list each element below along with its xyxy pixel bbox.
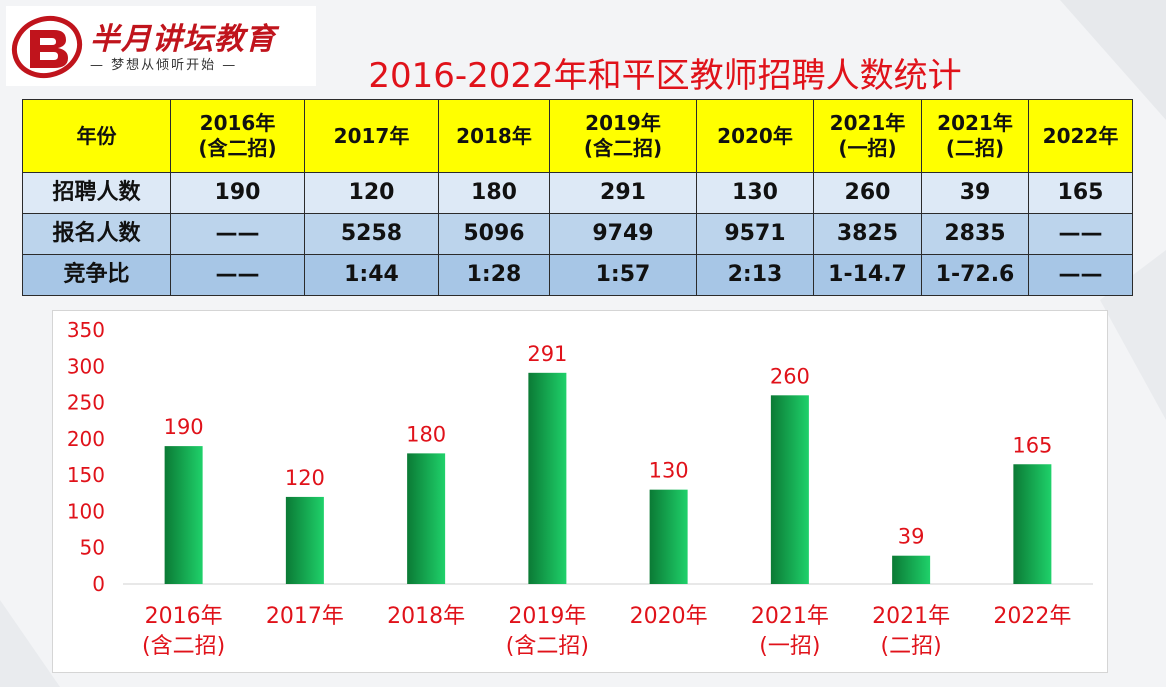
y-tick-label: 350 xyxy=(67,318,105,342)
header-cell: 2021年 (一招) xyxy=(813,99,922,173)
x-tick-label: 2022年 xyxy=(993,604,1071,629)
x-tick-label: (一招) xyxy=(759,634,820,659)
x-tick-label: 2021年 xyxy=(872,604,950,629)
header-cell: 2021年 (二招) xyxy=(921,99,1029,173)
brand-logo: 半月讲坛教育 — 梦想从倾听开始 — xyxy=(6,6,316,86)
y-tick-label: 250 xyxy=(67,391,105,415)
data-label: 260 xyxy=(770,364,810,388)
x-tick-label: 2020年 xyxy=(630,604,708,629)
table-cell: —— xyxy=(1028,213,1133,255)
bar xyxy=(892,555,931,584)
bar xyxy=(649,489,688,584)
logo-mark-icon xyxy=(11,15,83,79)
bar xyxy=(528,372,567,584)
table-cell: 1:57 xyxy=(549,254,697,296)
table-cell: 291 xyxy=(549,172,697,214)
data-label: 291 xyxy=(527,342,567,366)
table-cell: —— xyxy=(170,213,305,255)
table-row-applicants: 报名人数 —— 5258 5096 9749 9571 3825 2835 —— xyxy=(22,213,1133,255)
x-tick-label: 2018年 xyxy=(387,604,465,629)
y-tick-label: 150 xyxy=(67,463,105,487)
table-cell: 260 xyxy=(813,172,922,214)
table-cell: 3825 xyxy=(813,213,922,255)
bar xyxy=(285,496,324,584)
table-cell: 2835 xyxy=(921,213,1029,255)
header-cell: 2016年 (含二招) xyxy=(170,99,305,173)
data-label: 39 xyxy=(898,525,925,549)
x-tick-label: (二招) xyxy=(881,634,942,659)
data-label: 130 xyxy=(649,459,689,483)
data-label: 165 xyxy=(1012,433,1052,457)
table-cell: —— xyxy=(170,254,305,296)
table-cell: 9749 xyxy=(549,213,697,255)
header-cell: 2020年 xyxy=(696,99,814,173)
bar xyxy=(1013,464,1052,584)
bar xyxy=(164,446,203,584)
row-label: 招聘人数 xyxy=(22,172,171,214)
table-cell: 5096 xyxy=(438,213,550,255)
table-cell: 9571 xyxy=(696,213,814,255)
table-cell: 1-14.7 xyxy=(813,254,922,296)
page-title: 2016-2022年和平区教师招聘人数统计 xyxy=(368,56,962,96)
bar-chart: 0 50 100 150 200 250 300 350 190 2016年 (含二招) 120 201… xyxy=(52,310,1108,673)
table-cell: 130 xyxy=(696,172,814,214)
table-cell: 1:28 xyxy=(438,254,550,296)
bar xyxy=(770,395,809,584)
table-cell: 5258 xyxy=(304,213,439,255)
y-tick-label: 100 xyxy=(67,499,105,523)
x-tick-label: 2021年 xyxy=(751,604,829,629)
row-label: 竞争比 xyxy=(22,254,171,296)
x-tick-label: 2016年 xyxy=(145,604,223,629)
table-row-ratio: 竞争比 —— 1:44 1:28 1:57 2:13 1-14.7 1-72.6… xyxy=(22,254,1133,296)
table-cell: 180 xyxy=(438,172,550,214)
x-tick-label: 2019年 xyxy=(508,604,586,629)
y-tick-label: 50 xyxy=(80,536,105,560)
logo-name: 半月讲坛教育 xyxy=(90,22,276,57)
table-cell: 1-72.6 xyxy=(921,254,1029,296)
table-cell: 120 xyxy=(304,172,439,214)
header-cell: 2018年 xyxy=(438,99,550,173)
x-tick-label: (含二招) xyxy=(142,634,225,659)
bar xyxy=(407,453,446,584)
bar-chart-svg: 0 50 100 150 200 250 300 350 190 2016年 (含二招) 120 201… xyxy=(67,318,1093,659)
header-cell: 2019年 (含二招) xyxy=(549,99,697,173)
table-cell: 190 xyxy=(170,172,305,214)
data-label: 120 xyxy=(285,466,325,490)
row-label: 报名人数 xyxy=(22,213,171,255)
y-tick-label: 0 xyxy=(92,572,105,596)
table-cell: 39 xyxy=(921,172,1029,214)
data-label: 180 xyxy=(406,422,446,446)
header-cell: 2017年 xyxy=(304,99,439,173)
logo-slogan: — 梦想从倾听开始 — xyxy=(90,58,238,73)
stats-table: 年份 2016年 (含二招) 2017年 2018年 2019年 (含二招) 202… xyxy=(22,99,1133,296)
table-header-row: 年份 2016年 (含二招) 2017年 2018年 2019年 (含二招) 202… xyxy=(22,99,1133,173)
table-row-recruits: 招聘人数 190 120 180 291 130 260 39 165 xyxy=(22,172,1133,214)
table-cell: 1:44 xyxy=(304,254,439,296)
data-label: 190 xyxy=(164,415,204,439)
y-tick-label: 300 xyxy=(67,354,105,378)
y-tick-label: 200 xyxy=(67,427,105,451)
table-cell: 2:13 xyxy=(696,254,814,296)
header-cell: 2022年 xyxy=(1028,99,1133,173)
table-cell: —— xyxy=(1028,254,1133,296)
header-corner: 年份 xyxy=(22,99,171,173)
x-tick-label: 2017年 xyxy=(266,604,344,629)
x-tick-label: (含二招) xyxy=(506,634,589,659)
table-cell: 165 xyxy=(1028,172,1133,214)
